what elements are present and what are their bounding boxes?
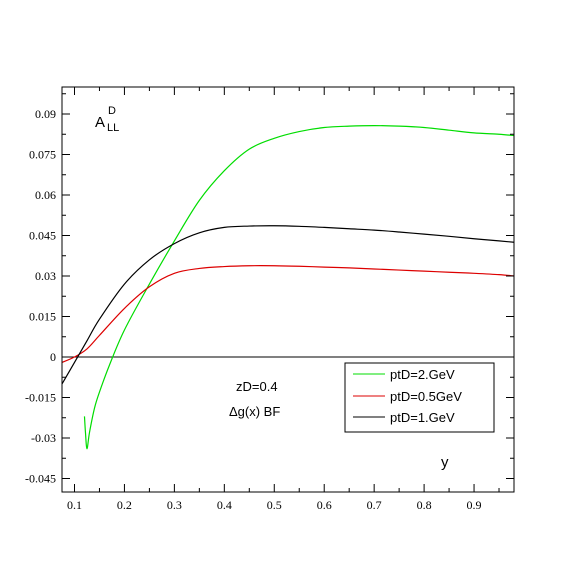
x-tick-label: 0.2 <box>117 498 132 512</box>
x-tick-label: 0.4 <box>217 498 232 512</box>
y-tick-label: 0.075 <box>29 148 56 162</box>
annotation-dg: Δg(x) BF <box>229 404 280 419</box>
legend-entry: ptD=0.5GeV <box>353 389 462 404</box>
series-layer <box>61 125 515 450</box>
series-line-0 <box>83 125 515 450</box>
y-tick-label: 0.06 <box>35 188 56 202</box>
y-tick-label: -0.03 <box>31 431 56 445</box>
y-axis-label-sub: LL <box>107 122 119 134</box>
y-tick-label: -0.045 <box>25 472 56 486</box>
series-line-1 <box>61 265 515 363</box>
y-tick-label: -0.015 <box>25 391 56 405</box>
tick-layer: 0.1 0.2 0.3 0.4 0.5 0.6 0.7 0.8 0.9 -0.045 -0.03 -0… <box>25 87 514 512</box>
x-tick-label: 0.1 <box>67 498 82 512</box>
x-tick-label: 0.9 <box>467 498 482 512</box>
y-tick-label: 0.045 <box>29 229 56 243</box>
x-tick-label: 0.8 <box>417 498 432 512</box>
y-tick-label: 0.03 <box>35 269 56 283</box>
x-tick-label: 0.5 <box>267 498 282 512</box>
series-line-2 <box>61 225 515 385</box>
legend-label: ptD=2.GeV <box>390 367 455 382</box>
legend-label: ptD=1.GeV <box>390 410 455 425</box>
plot-frame <box>61 86 515 493</box>
y-tick-label: 0.09 <box>35 107 56 121</box>
x-axis-label: y <box>441 454 449 471</box>
legend-entry: ptD=2.GeV <box>353 367 455 382</box>
y-tick-label: 0.015 <box>29 310 56 324</box>
x-tick-label: 0.7 <box>367 498 382 512</box>
x-tick-label: 0.6 <box>317 498 332 512</box>
y-tick-label: 0 <box>50 350 56 364</box>
legend-entry: ptD=1.GeV <box>353 410 455 425</box>
x-tick-label: 0.3 <box>167 498 182 512</box>
y-axis-label-sup: D <box>108 105 116 117</box>
annotation-zd: zD=0.4 <box>236 379 278 394</box>
legend-label: ptD=0.5GeV <box>390 389 462 404</box>
y-axis-label-main: A <box>95 114 105 131</box>
legend: ptD=2.GeV ptD=0.5GeV ptD=1.GeV <box>344 362 495 433</box>
